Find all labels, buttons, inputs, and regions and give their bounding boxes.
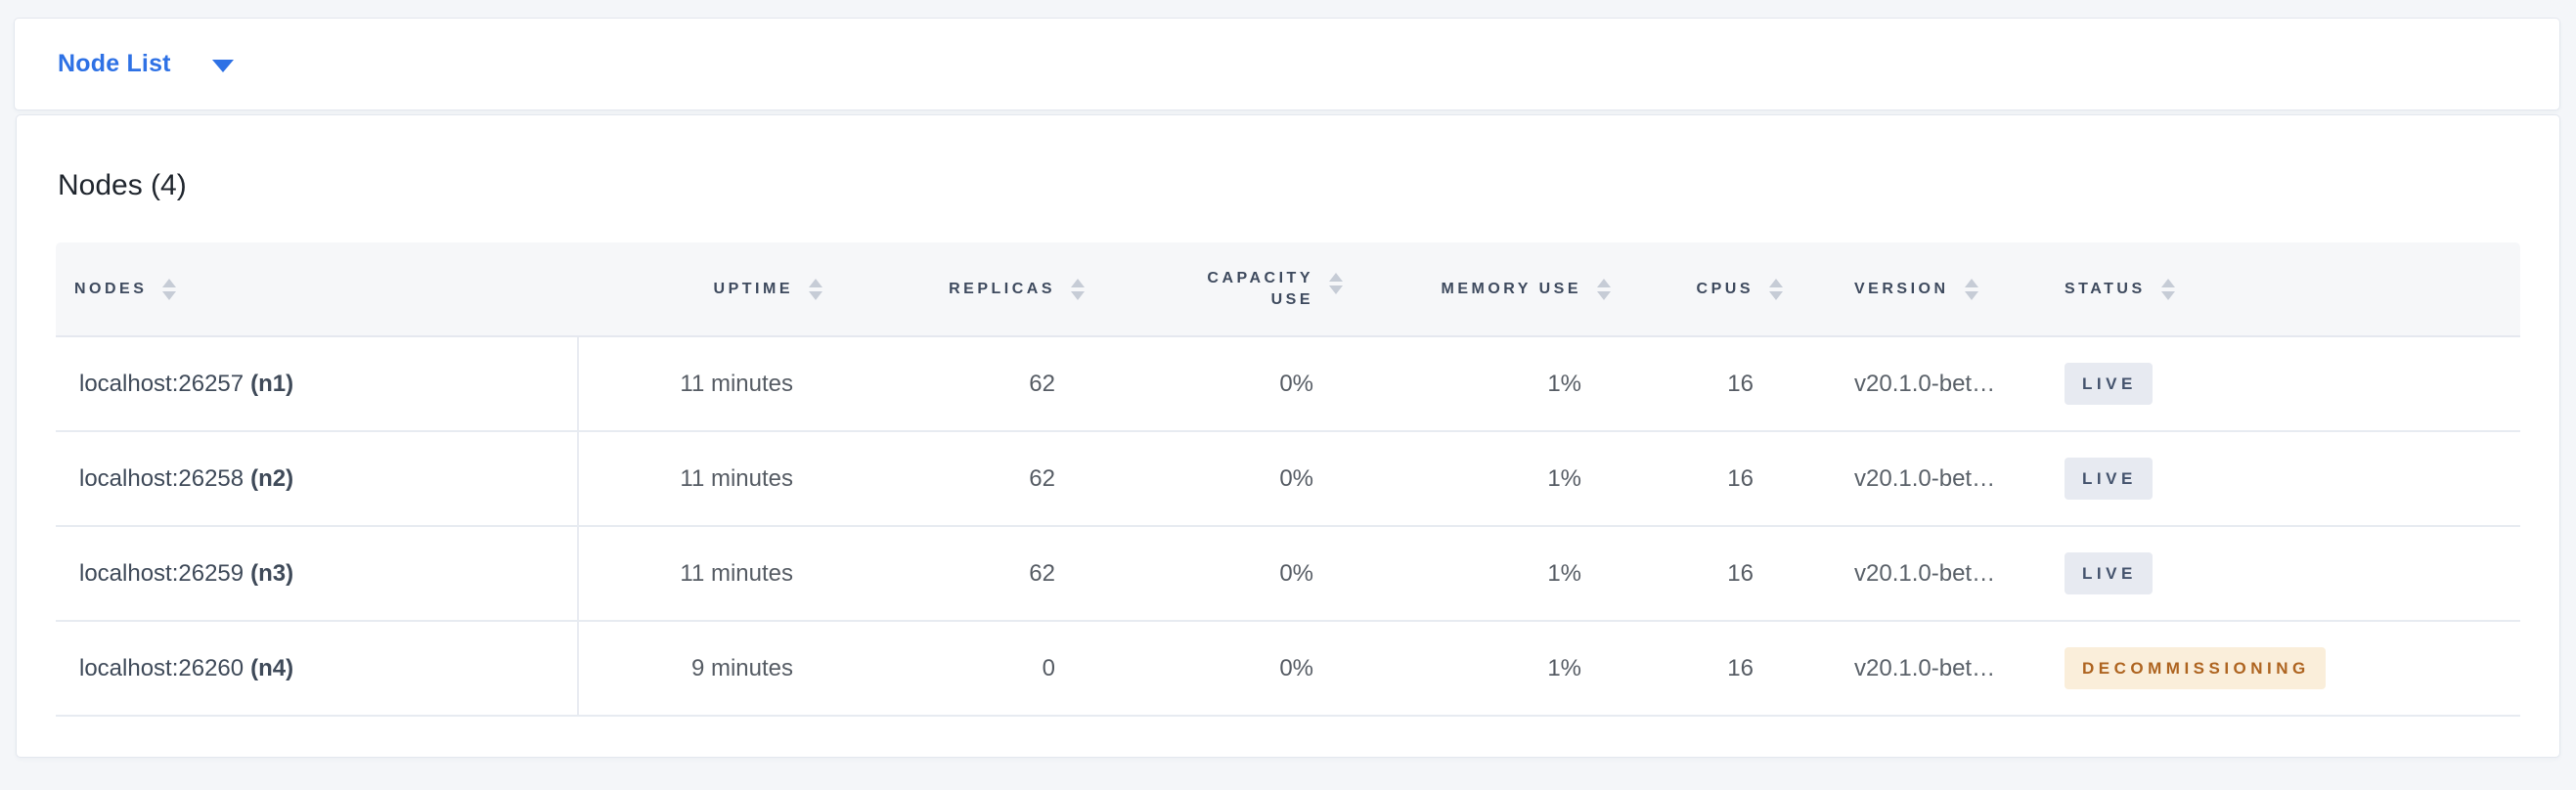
table-row-node-1: localhost:26257 (n1) 11 minutes 62 0% 1%… — [56, 337, 2520, 432]
node-address: localhost:26258 — [79, 464, 244, 492]
replicas-cell: 62 — [1029, 370, 1055, 397]
column-label: MEMORY USE — [1441, 280, 1581, 297]
sort-arrows-icon — [2160, 278, 2175, 300]
view-selector-card: Node List — [14, 18, 2560, 110]
column-header-cpus[interactable]: CPUS — [1611, 242, 1783, 335]
uptime-cell: 9 minutes — [690, 654, 793, 681]
table-row-node-4: localhost:26260 (n4) 9 minutes 0 0% 1% 1… — [56, 622, 2520, 717]
column-header-status[interactable]: STATUS — [2025, 242, 2518, 335]
status-cell: LIVE — [2025, 432, 2518, 525]
replicas-cell: 62 — [1029, 464, 1055, 492]
sort-arrows-icon — [809, 278, 822, 300]
node-id: (n4) — [250, 654, 294, 681]
status-badge: DECOMMISSIONING — [2065, 647, 2326, 689]
node-name-cell: localhost:26258 (n2) — [56, 432, 579, 525]
cpus-cell: 16 — [1727, 559, 1754, 587]
node-id: (n2) — [250, 464, 294, 492]
node-list-dropdown[interactable]: Node List — [58, 50, 234, 78]
replicas-cell: 62 — [1029, 559, 1055, 587]
column-header-uptime[interactable]: UPTIME — [579, 242, 822, 335]
sort-arrows-icon — [162, 278, 177, 300]
column-label: REPLICAS — [949, 280, 1055, 297]
version-cell: v20.1.0-bet… — [1854, 370, 1996, 397]
column-header-replicas[interactable]: REPLICAS — [822, 242, 1085, 335]
memory-use-cell: 1% — [1547, 559, 1581, 587]
node-name-cell: localhost:26260 (n4) — [56, 622, 579, 715]
column-header-nodes[interactable]: NODES — [56, 242, 579, 335]
node-address: localhost:26257 — [79, 370, 244, 397]
memory-use-cell: 1% — [1547, 370, 1581, 397]
column-label: UPTIME — [713, 280, 793, 297]
uptime-cell: 11 minutes — [680, 464, 793, 492]
column-label: VERSION — [1854, 280, 1949, 297]
sort-arrows-icon — [1964, 278, 1978, 300]
sort-arrows-icon — [1071, 278, 1085, 300]
sort-arrows-icon — [1597, 278, 1611, 300]
cpus-cell: 16 — [1727, 370, 1754, 397]
table-body: localhost:26257 (n1) 11 minutes 62 0% 1%… — [56, 337, 2520, 717]
capacity-use-cell: 0% — [1279, 464, 1313, 492]
node-list-page: Node List Nodes (4) NODES UPTIME — [0, 18, 2576, 758]
table-header-row: NODES UPTIME REPLICAS — [56, 242, 2520, 337]
uptime-cell: 11 minutes — [680, 370, 793, 397]
caret-down-icon — [211, 59, 234, 72]
sort-arrows-icon — [1329, 272, 1343, 294]
node-list-dropdown-label: Node List — [58, 50, 171, 77]
sort-arrows-icon — [1769, 278, 1783, 300]
node-address: localhost:26260 — [79, 654, 244, 681]
capacity-use-cell: 0% — [1279, 559, 1313, 587]
column-label: CAPACITY USE — [1207, 269, 1313, 308]
column-label: STATUS — [2065, 280, 2146, 297]
node-address: localhost:26259 — [79, 559, 244, 587]
nodes-table: NODES UPTIME REPLICAS — [56, 242, 2520, 717]
status-badge: LIVE — [2065, 458, 2153, 500]
cpus-cell: 16 — [1727, 464, 1754, 492]
capacity-use-cell: 0% — [1279, 654, 1313, 681]
column-header-capacity-use[interactable]: CAPACITY USE — [1085, 242, 1343, 335]
status-badge: LIVE — [2065, 363, 2153, 405]
memory-use-cell: 1% — [1547, 464, 1581, 492]
status-cell: LIVE — [2025, 527, 2518, 620]
version-cell: v20.1.0-bet… — [1854, 559, 1996, 587]
table-row-node-2: localhost:26258 (n2) 11 minutes 62 0% 1%… — [56, 432, 2520, 527]
version-cell: v20.1.0-bet… — [1854, 464, 1996, 492]
column-label: NODES — [74, 280, 148, 297]
status-cell: LIVE — [2025, 337, 2518, 430]
column-header-version[interactable]: VERSION — [1783, 242, 2025, 335]
status-badge: LIVE — [2065, 552, 2153, 594]
memory-use-cell: 1% — [1547, 654, 1581, 681]
version-cell: v20.1.0-bet… — [1854, 654, 1996, 681]
node-id: (n1) — [250, 370, 294, 397]
column-header-memory-use[interactable]: MEMORY USE — [1343, 242, 1611, 335]
node-name-cell: localhost:26257 (n1) — [56, 337, 579, 430]
node-name-cell: localhost:26259 (n3) — [56, 527, 579, 620]
nodes-panel: Nodes (4) NODES UPTIME — [16, 114, 2560, 758]
panel-title: Nodes (4) — [58, 169, 187, 201]
node-id: (n3) — [250, 559, 294, 587]
replicas-cell: 0 — [1042, 654, 1055, 681]
capacity-use-cell: 0% — [1279, 370, 1313, 397]
uptime-cell: 11 minutes — [680, 559, 793, 587]
status-cell: DECOMMISSIONING — [2025, 622, 2518, 715]
column-label: CPUS — [1696, 280, 1754, 297]
cpus-cell: 16 — [1727, 654, 1754, 681]
table-row-node-3: localhost:26259 (n3) 11 minutes 62 0% 1%… — [56, 527, 2520, 622]
